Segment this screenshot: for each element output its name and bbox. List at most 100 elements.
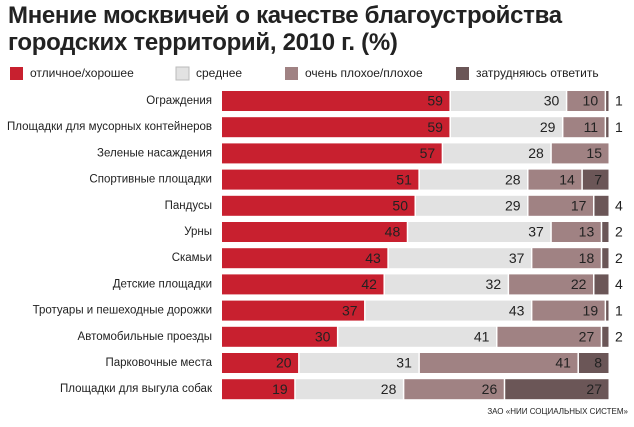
value-label: 59	[427, 119, 443, 135]
value-label: 10	[583, 93, 599, 109]
legend-swatch	[10, 67, 23, 80]
bar-segment	[528, 195, 593, 216]
bar-segment	[497, 326, 601, 347]
category-label: Урны	[184, 226, 212, 238]
legend-swatch	[456, 67, 469, 80]
bar-segment	[532, 248, 601, 269]
value-label: 29	[540, 119, 556, 135]
value-label: 50	[392, 198, 408, 214]
value-label: 2	[615, 329, 623, 345]
bar-segment	[388, 248, 531, 269]
value-label: 1	[615, 93, 623, 109]
bar-segment	[606, 300, 609, 321]
category-label: Парковочные места	[105, 357, 212, 369]
bar-segment	[222, 222, 407, 242]
value-label: 20	[276, 355, 292, 371]
bar-segment	[222, 274, 384, 295]
bar-segment	[365, 300, 531, 321]
value-label: 59	[427, 93, 443, 109]
bar-segment	[222, 143, 442, 164]
bar-segment	[578, 353, 609, 373]
value-label: 1	[615, 302, 623, 318]
bar-segment	[222, 169, 419, 190]
category-label: Пандусы	[165, 200, 212, 212]
value-label: 37	[528, 224, 544, 240]
source: ЗАО «НИИ СОЦИАЛЬНЫХ СИСТЕМ»	[487, 407, 628, 416]
value-label: 2	[615, 250, 623, 266]
value-label: 51	[396, 171, 412, 187]
bar-segment	[299, 353, 419, 373]
value-label: 31	[396, 355, 412, 371]
bar-segment	[222, 91, 450, 111]
legend-label: отличное/хорошее	[30, 66, 134, 80]
bar-segment	[222, 326, 337, 347]
value-label: 15	[586, 145, 602, 161]
bar-segment	[222, 379, 295, 400]
category-label: Скамьи	[172, 252, 212, 264]
bar-segment	[567, 91, 605, 111]
bar-segment	[419, 169, 528, 190]
bar-segment	[408, 222, 551, 242]
value-label: 37	[509, 250, 525, 266]
value-label: 1	[615, 119, 623, 135]
category-label: Площадки для выгула собак	[60, 383, 213, 395]
bar-segment	[222, 248, 388, 269]
value-label: 28	[381, 381, 397, 397]
bar-segment	[551, 222, 601, 242]
value-label: 57	[420, 145, 436, 161]
value-label: 8	[594, 355, 602, 371]
value-label: 32	[486, 276, 502, 292]
legend-label: очень плохое/плохое	[305, 66, 423, 80]
bar-segment	[606, 117, 609, 138]
bar-segment	[532, 300, 605, 321]
value-label: 27	[579, 329, 595, 345]
value-label: 19	[272, 381, 288, 397]
bar-segment	[551, 143, 609, 164]
bar-segment	[222, 117, 450, 138]
value-label: 42	[361, 276, 377, 292]
bar-segment	[450, 91, 566, 111]
bar-segment	[222, 195, 415, 216]
bar-segment	[416, 195, 528, 216]
bar-segment	[295, 379, 403, 400]
category-label: Спортивные площадки	[89, 174, 212, 186]
value-label: 11	[584, 119, 599, 135]
category-label: Ограждения	[146, 95, 212, 107]
value-label: 37	[342, 302, 358, 318]
bar-segment	[594, 195, 609, 216]
value-label: 17	[571, 198, 587, 214]
value-label: 26	[482, 381, 498, 397]
value-label: 14	[559, 171, 575, 187]
value-label: 41	[474, 329, 490, 345]
value-label: 19	[583, 302, 599, 318]
value-label: 29	[505, 198, 521, 214]
category-label: Тротуары и пешеходные дорожки	[33, 305, 212, 317]
bar-segment	[606, 91, 609, 111]
bar-segment	[602, 222, 609, 242]
value-label: 18	[579, 250, 595, 266]
bar-segment	[338, 326, 496, 347]
value-label: 27	[586, 381, 602, 397]
value-label: 4	[615, 198, 623, 214]
value-label: 28	[505, 171, 521, 187]
bar-segment	[222, 353, 299, 373]
bar-segment	[582, 169, 609, 190]
legend-swatch	[175, 66, 190, 81]
bar-segment	[222, 300, 365, 321]
value-label: 30	[544, 93, 560, 109]
legend-label: среднее	[196, 66, 242, 80]
category-label: Детские площадки	[113, 278, 212, 290]
chart-title: Мнение москвичей о качестве благоустройс…	[8, 2, 562, 56]
category-label: Зеленые насаждения	[97, 147, 212, 159]
bar-segment	[450, 117, 562, 138]
value-label: 2	[615, 224, 623, 240]
category-label: Автомобильные проезды	[78, 331, 212, 343]
bar-segment	[443, 143, 551, 164]
bar-segment	[563, 117, 605, 138]
value-label: 41	[555, 355, 571, 371]
value-label: 43	[509, 302, 525, 318]
legend-swatch	[285, 67, 298, 80]
bar-segment	[528, 169, 582, 190]
category-label: Площадки для мусорных контейнеров	[7, 121, 212, 133]
